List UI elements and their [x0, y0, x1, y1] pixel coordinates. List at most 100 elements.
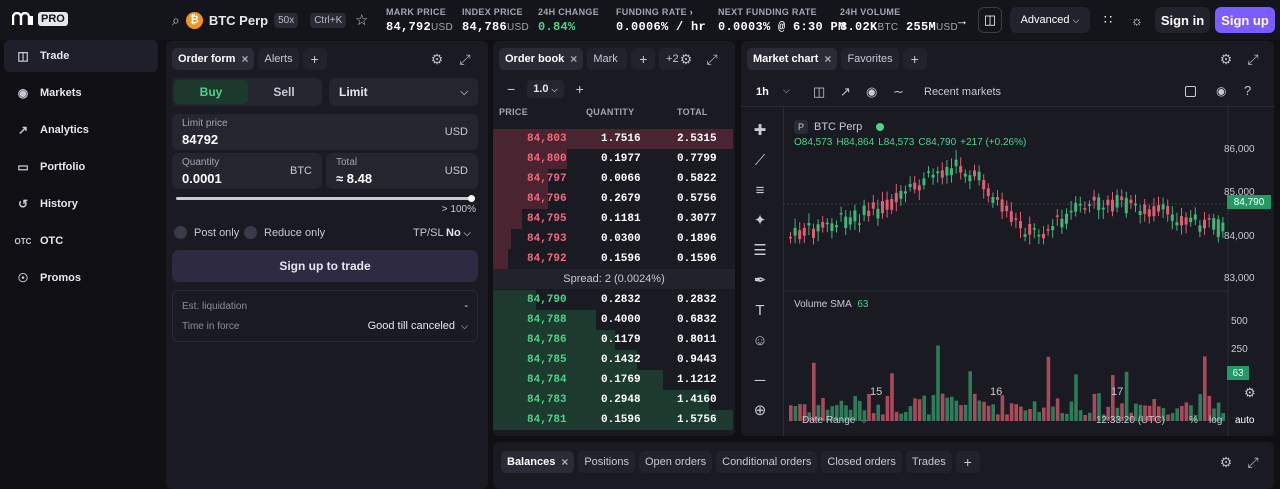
- tab-favorites[interactable]: Favorites: [841, 48, 899, 70]
- tab-mark[interactable]: Mark: [587, 48, 628, 70]
- search-icon[interactable]: ⌕: [172, 11, 180, 28]
- sign-up-button[interactable]: Sign up: [1215, 7, 1275, 33]
- expand-icon[interactable]: ⤢: [1247, 453, 1259, 470]
- sidebar-item-history[interactable]: ↺ History: [4, 188, 158, 220]
- plus-icon[interactable]: +: [575, 81, 584, 97]
- camera-icon[interactable]: ◉: [1216, 84, 1227, 98]
- expand-icon[interactable]: ⤢: [1247, 50, 1259, 67]
- settings-gear-icon[interactable]: ⚙: [1219, 50, 1233, 67]
- sign-up-to-trade-button[interactable]: Sign up to trade: [172, 250, 478, 282]
- tab-balances[interactable]: Balances ×: [501, 451, 575, 473]
- minus-icon[interactable]: −: [507, 81, 516, 97]
- apps-grid-icon[interactable]: ∷: [1103, 12, 1113, 27]
- tab-closed-orders[interactable]: Closed orders: [821, 451, 902, 473]
- close-icon[interactable]: ×: [824, 52, 832, 66]
- tab-conditional-orders[interactable]: Conditional orders: [716, 451, 818, 473]
- chart-settings-gear-icon[interactable]: ⚙: [1244, 385, 1256, 400]
- tab-order-form[interactable]: Order form ×: [172, 48, 255, 70]
- settings-gear-icon[interactable]: ⚙: [430, 50, 444, 67]
- total-field[interactable]: Total ≈ 8.48 USD: [326, 153, 478, 189]
- indicators-icon[interactable]: ↗: [840, 84, 851, 99]
- advanced-dropdown[interactable]: Advanced ⌵: [1010, 7, 1090, 33]
- ask-row[interactable]: 84,792 0.1596 0.1596: [493, 249, 729, 269]
- price-chart[interactable]: [741, 107, 1274, 436]
- buy-button[interactable]: Buy: [174, 80, 248, 104]
- sidebar-item-analytics[interactable]: ↗ Analytics: [4, 114, 158, 146]
- ask-row[interactable]: 84,793 0.0300 0.1896: [493, 229, 729, 249]
- tab-trades[interactable]: Trades: [905, 451, 952, 473]
- help-icon[interactable]: ?: [1244, 83, 1252, 98]
- post-only-checkbox[interactable]: [174, 226, 187, 239]
- log-scale-button[interactable]: log: [1209, 415, 1223, 426]
- crosshair-icon[interactable]: ✚: [753, 122, 767, 139]
- bid-row[interactable]: 84,790 0.2832 0.2832: [493, 290, 729, 310]
- tab-open-orders[interactable]: Open orders: [638, 451, 713, 473]
- theme-sun-icon[interactable]: ☼: [1131, 12, 1143, 28]
- eye-icon[interactable]: ◉: [866, 84, 878, 99]
- settings-gear-icon[interactable]: ⚙: [1219, 453, 1233, 470]
- ask-row[interactable]: 84,800 0.1977 0.7799: [493, 149, 729, 169]
- limit-price-field[interactable]: Limit price 84792 USD: [172, 114, 478, 150]
- ask-row[interactable]: 84,797 0.0066 0.5822: [493, 169, 729, 189]
- size-slider[interactable]: [176, 197, 472, 200]
- time-in-force-select[interactable]: Good till canceled ⌵: [368, 320, 468, 332]
- star-icon[interactable]: ☆: [355, 12, 369, 29]
- tick-size-select[interactable]: 1.0 ⌵: [527, 80, 564, 98]
- settings-gear-icon[interactable]: ⚙: [679, 50, 693, 67]
- arrow-right-icon[interactable]: →: [955, 12, 969, 28]
- brush-icon[interactable]: ✒: [753, 272, 767, 289]
- reduce-only-checkbox[interactable]: [244, 226, 257, 239]
- fib-icon[interactable]: ☰: [753, 242, 767, 259]
- pattern-icon[interactable]: ✦: [753, 212, 767, 229]
- slider-handle[interactable]: [468, 195, 475, 202]
- tab-positions[interactable]: Positions: [578, 451, 635, 473]
- sidebar-item-markets[interactable]: ◉ Markets: [4, 77, 158, 109]
- order-type-select[interactable]: Limit ⌵: [329, 78, 478, 106]
- tab-order-book[interactable]: Order book ×: [499, 48, 584, 70]
- emoji-icon[interactable]: ☺: [752, 331, 768, 349]
- interval-select[interactable]: 1h: [756, 86, 769, 98]
- close-icon[interactable]: ×: [570, 52, 578, 66]
- ask-row[interactable]: 84,796 0.2679 0.5756: [493, 189, 729, 209]
- tab-market-chart[interactable]: Market chart ×: [747, 48, 838, 70]
- bid-row[interactable]: 84,783 0.2948 1.4160: [493, 390, 729, 410]
- ask-row[interactable]: 84,795 0.1181 0.3077: [493, 209, 729, 229]
- add-tab-button[interactable]: +: [902, 48, 927, 70]
- date-range-select[interactable]: Date Range ⌵: [802, 415, 867, 426]
- expand-icon[interactable]: ⤢: [459, 50, 471, 67]
- chevron-down-icon[interactable]: ⌵: [783, 85, 790, 95]
- text-tool-icon[interactable]: T: [755, 301, 765, 319]
- sidebar-item-otc[interactable]: OTC OTC: [4, 225, 158, 257]
- recent-markets-button[interactable]: Recent markets: [924, 86, 1002, 98]
- bid-row[interactable]: 84,781 0.1596 1.5756: [493, 410, 733, 430]
- fullscreen-icon[interactable]: [1185, 86, 1196, 97]
- sidebar-item-promos[interactable]: ☉ Promos: [4, 262, 158, 294]
- add-tab-button[interactable]: +: [631, 48, 656, 70]
- bid-row[interactable]: 84,784 0.1769 1.1212: [493, 370, 729, 390]
- add-tab-button[interactable]: +: [302, 48, 327, 70]
- expand-icon[interactable]: ⤢: [706, 50, 718, 67]
- add-tab-button[interactable]: +: [955, 451, 980, 473]
- layout-icon[interactable]: ◫: [978, 7, 1002, 33]
- bid-row[interactable]: 84,785 0.1432 0.9443: [493, 350, 729, 370]
- ask-row[interactable]: 84,803 1.7516 2.5315: [493, 129, 733, 149]
- compare-icon[interactable]: ∼: [893, 84, 904, 99]
- ruler-icon[interactable]: ─: [754, 371, 766, 389]
- quantity-field[interactable]: Quantity 0.0001 BTC: [172, 153, 322, 189]
- tab-alerts[interactable]: Alerts: [258, 48, 299, 70]
- sidebar-item-trade[interactable]: ◫ Trade: [4, 40, 158, 72]
- zoom-icon[interactable]: ⊕: [753, 402, 767, 419]
- sidebar-item-portfolio[interactable]: ▭ Portfolio: [4, 151, 158, 183]
- percent-scale-button[interactable]: %: [1189, 415, 1198, 426]
- tpsl-select[interactable]: No ⌵: [446, 227, 471, 239]
- more-tabs-button[interactable]: +2: [659, 48, 686, 70]
- market-selector[interactable]: ⌕ ₿ BTC Perp 50x Ctrl+K: [166, 6, 374, 34]
- close-icon[interactable]: ×: [561, 455, 569, 469]
- auto-scale-button[interactable]: auto: [1235, 415, 1255, 426]
- horizontal-lines-icon[interactable]: ≡: [755, 181, 765, 199]
- bid-row[interactable]: 84,786 0.1179 0.8011: [493, 330, 729, 350]
- sell-button[interactable]: Sell: [273, 85, 295, 99]
- sign-in-button[interactable]: Sign in: [1155, 7, 1210, 33]
- bid-row[interactable]: 84,788 0.4000 0.6832: [493, 310, 729, 330]
- logo[interactable]: PRO: [12, 12, 68, 26]
